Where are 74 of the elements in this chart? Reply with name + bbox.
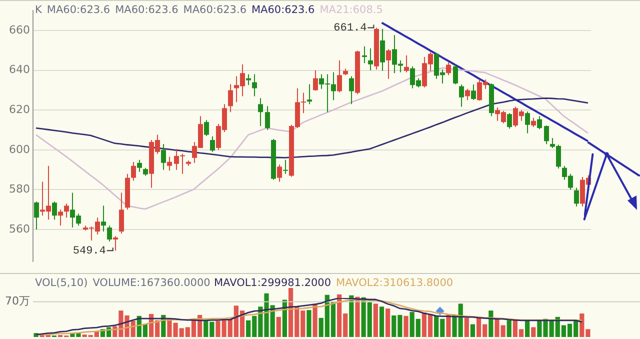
- candlestick: [161, 143, 166, 170]
- bar: [386, 308, 390, 337]
- bar: [446, 314, 451, 337]
- candlestick: [131, 161, 136, 182]
- candlestick: [113, 236, 118, 252]
- bar: [306, 310, 312, 337]
- candlestick: [525, 111, 530, 134]
- candlestick: [119, 192, 124, 234]
- annotation: MA60:623.6: [46, 4, 110, 16]
- candlestick: [58, 209, 63, 226]
- bar: [506, 320, 512, 337]
- candlestick: [453, 64, 458, 85]
- candlestick: [471, 84, 476, 100]
- candlestick: [337, 60, 342, 93]
- y-tick-label: 620: [9, 102, 30, 116]
- candlestick: [307, 84, 312, 105]
- bar: [464, 318, 469, 337]
- text: MA21:608.5: [320, 4, 383, 16]
- text: MA60:623.6: [252, 4, 315, 16]
- y-tick-label: 580: [9, 182, 30, 196]
- ref-line-label: 70万: [5, 294, 30, 308]
- bar: [525, 320, 530, 337]
- candlestick: [258, 98, 263, 127]
- candlestick: [210, 136, 215, 152]
- series-label: MAVOL1:299981.2000: [214, 277, 332, 289]
- candlestick: [52, 201, 57, 220]
- candlestick: [313, 70, 318, 92]
- candlestick: [277, 164, 282, 182]
- candlestick: [252, 74, 257, 97]
- bar: [355, 296, 360, 337]
- candlestick: [574, 187, 579, 207]
- annotation: MA60:623.6: [115, 4, 178, 16]
- y-tick-label: 560: [9, 222, 30, 236]
- annotation: K: [35, 4, 42, 16]
- annotation: 549.4: [72, 246, 106, 258]
- candlestick: [362, 46, 367, 64]
- annotation: 661.4: [334, 22, 368, 35]
- candlestick: [368, 48, 373, 71]
- bar: [531, 327, 536, 337]
- bar: [379, 306, 384, 337]
- candlestick: [246, 74, 251, 86]
- candlestick: [167, 156, 172, 172]
- annotation: VOL(5,10): [35, 277, 88, 289]
- bar: [312, 304, 318, 337]
- candlestick: [107, 225, 112, 242]
- y-tick-label: 640: [9, 63, 30, 76]
- candlestick: [544, 124, 549, 145]
- bar: [276, 316, 281, 337]
- series-label: MAVOL2:310613.8000: [336, 277, 454, 289]
- bar: [470, 324, 476, 337]
- candlestick: [283, 159, 288, 174]
- candlestick: [459, 84, 464, 108]
- annotation: VOLUME:167360.0000: [92, 277, 210, 289]
- bar: [373, 304, 378, 337]
- candlestick: [101, 205, 106, 232]
- candlestick: [404, 54, 409, 73]
- annotation: MA60:623.6: [183, 4, 246, 16]
- bar: [404, 316, 408, 337]
- candlestick: [380, 28, 385, 72]
- candlestick: [64, 203, 69, 218]
- candlestick: [349, 76, 354, 105]
- y-tick-label: 600: [9, 142, 30, 156]
- candlestick: [204, 120, 209, 136]
- candlestick: [446, 62, 451, 76]
- candlestick: [265, 106, 270, 131]
- candlestick: [537, 116, 542, 130]
- candlestick: [531, 117, 536, 128]
- candlestick: [507, 112, 512, 130]
- candlestick: [137, 159, 142, 172]
- candlestick: [386, 48, 391, 80]
- candlestick: [228, 84, 233, 113]
- candlestick: [465, 88, 470, 101]
- y-tick-label: 660: [9, 23, 30, 36]
- candlestick: [34, 201, 39, 230]
